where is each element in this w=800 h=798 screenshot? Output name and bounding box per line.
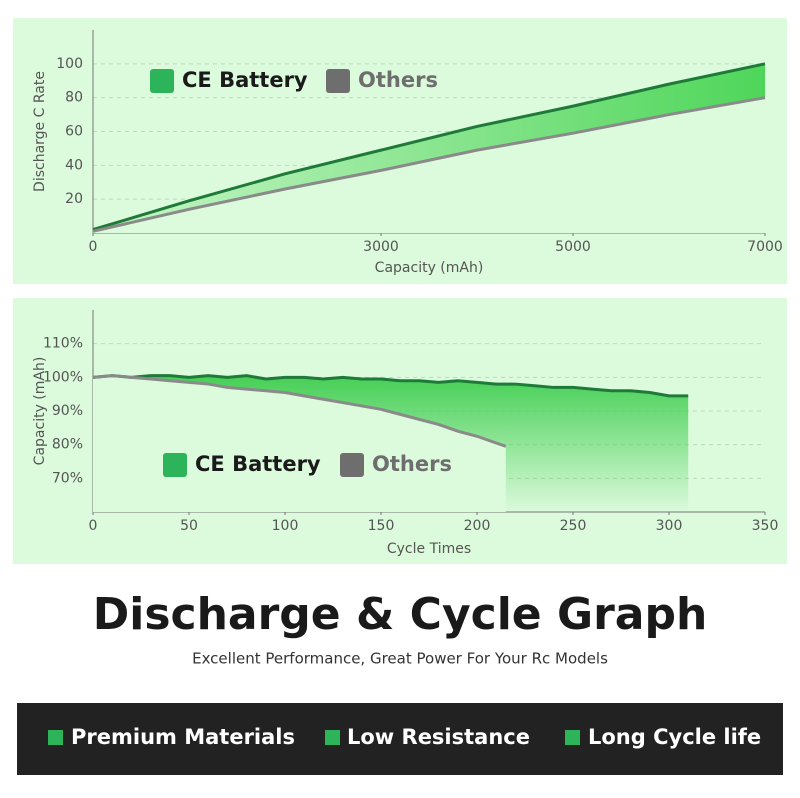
x-tick-label: 0 — [89, 518, 98, 534]
y-tick-label: 100 — [56, 56, 83, 72]
y-axis-label: Discharge C Rate — [32, 71, 48, 192]
x-tick-label: 100 — [272, 518, 299, 534]
legend-swatch — [163, 453, 187, 477]
legend-swatch — [150, 69, 174, 93]
feature: Premium Materials — [71, 725, 295, 749]
line — [92, 62, 766, 232]
line — [92, 96, 766, 233]
x-tick-label: 3000 — [363, 239, 399, 255]
bullet — [565, 730, 580, 745]
y-tick-label: 80% — [52, 437, 83, 453]
x-tick-label: 350 — [752, 518, 779, 534]
x-axis-label: Cycle Times — [387, 541, 471, 557]
bullet — [48, 730, 63, 745]
legend-label: Others — [358, 68, 438, 92]
legend-swatch — [340, 453, 364, 477]
x-tick-label: 300 — [656, 518, 683, 534]
x-axis-label: Capacity (mAh) — [375, 260, 484, 276]
x-tick-label: 50 — [180, 518, 198, 534]
x-tick-label: 250 — [560, 518, 587, 534]
feature-bar — [17, 703, 783, 775]
y-tick-label: 100% — [43, 369, 83, 385]
area-mask — [93, 375, 506, 512]
heading: Discharge & Cycle Graph — [93, 589, 708, 640]
x-tick-label: 7000 — [747, 239, 783, 255]
y-axis-label: Capacity (mAh) — [32, 357, 48, 466]
x-tick-label: 0 — [89, 239, 98, 255]
y-tick-label: 70% — [52, 470, 83, 486]
x-tick-label: 5000 — [555, 239, 591, 255]
feature: Long Cycle life — [588, 725, 761, 749]
line — [92, 374, 507, 448]
bullet — [325, 730, 340, 745]
subheading: Excellent Performance, Great Power For Y… — [192, 650, 608, 668]
y-tick-label: 60 — [65, 124, 83, 140]
y-tick-label: 80 — [65, 90, 83, 106]
legend-swatch — [326, 69, 350, 93]
line — [92, 374, 689, 398]
legend-label: CE Battery — [195, 452, 321, 476]
area-mask — [93, 97, 765, 234]
y-tick-label: 20 — [65, 191, 83, 207]
legend-label: CE Battery — [182, 68, 308, 92]
x-tick-label: 200 — [464, 518, 491, 534]
feature: Low Resistance — [347, 725, 530, 749]
y-tick-label: 90% — [52, 403, 83, 419]
y-tick-label: 110% — [43, 336, 83, 352]
x-tick-label: 150 — [368, 518, 395, 534]
legend-label: Others — [372, 452, 452, 476]
y-tick-label: 40 — [65, 157, 83, 173]
